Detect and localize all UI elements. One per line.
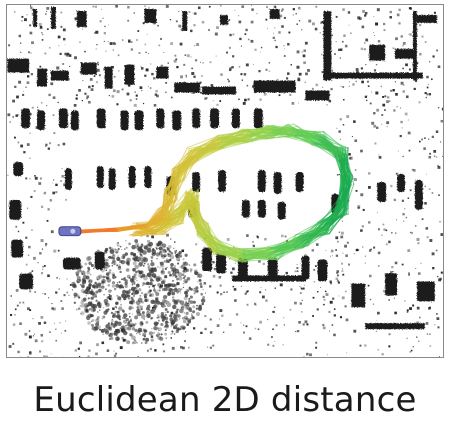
point-cloud-map — [7, 5, 443, 357]
tree-canopy — [71, 239, 206, 345]
trajectory-bundle — [74, 123, 355, 263]
start-marker — [58, 226, 82, 237]
map-structures — [7, 6, 437, 330]
figure-panel — [6, 4, 444, 358]
figure-caption: Euclidean 2D distance — [33, 380, 417, 420]
